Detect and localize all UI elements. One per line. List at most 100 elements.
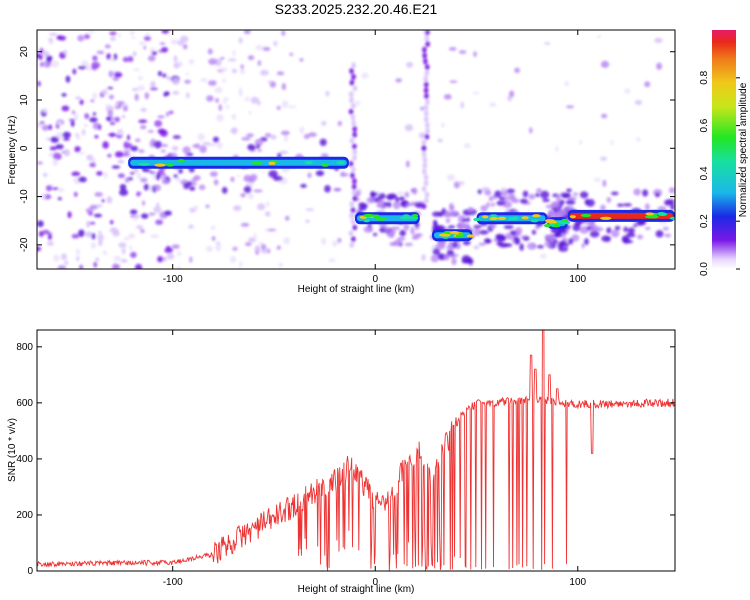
spectrogram-ridge-peak <box>530 219 539 223</box>
spectrogram-burst-blob <box>351 62 357 69</box>
spectrogram-haze-blob <box>333 187 342 192</box>
spectrogram-haze-blob <box>339 172 349 177</box>
colorbar-tick-label: 0.6 <box>699 118 710 132</box>
spectrogram-ridge-peak <box>410 216 419 220</box>
spectrogram-noise-blob <box>564 81 570 87</box>
spectrogram-noise-blob <box>581 243 585 249</box>
spectrogram-haze-blob <box>376 203 385 208</box>
spectrogram-haze-blob <box>528 193 536 200</box>
spectrogram-ridge-peak <box>412 213 419 218</box>
spectrogram-haze-blob <box>515 226 523 235</box>
spectrogram-noise-blob <box>219 67 228 72</box>
spectrogram-noise-blob <box>634 99 643 106</box>
spectrogram-ridge-peak <box>600 216 612 220</box>
spectrogram-noise-blob <box>419 132 425 139</box>
spectrogram-noise-blob <box>94 135 99 139</box>
spectrogram-haze-blob <box>495 233 504 240</box>
spectrogram-haze-blob <box>178 168 183 174</box>
spectrogram-haze-blob <box>254 138 264 147</box>
spectrogram-noise-blob <box>260 69 269 76</box>
spectrogram-noise-blob <box>258 241 264 245</box>
spectrogram-haze-blob <box>572 192 579 196</box>
spectrogram-noise-blob <box>555 145 559 152</box>
spectrogram-noise-blob <box>437 138 443 143</box>
spectrogram-noise-blob <box>265 211 271 217</box>
spectrogram-noise-blob <box>243 30 251 35</box>
spectrogram-noise-blob <box>421 254 426 262</box>
spectrogram-burst-blob <box>352 143 357 150</box>
spectrogram-noise-blob <box>107 133 117 137</box>
spectrogram-noise-blob <box>397 191 405 196</box>
spectrogram-noise-blob <box>361 72 369 79</box>
spectrogram-noise-blob <box>124 177 130 183</box>
spectrogram-noise-blob <box>441 122 445 128</box>
spectrogram-burst-blob <box>423 174 429 181</box>
spectrogram-noise-blob <box>472 91 480 95</box>
spectrogram-noise-blob <box>114 72 123 78</box>
spectrogram-ridge-peak <box>177 159 185 163</box>
spectrogram-noise-blob <box>93 261 98 268</box>
spectrogram-noise-blob <box>48 37 53 42</box>
spectrogram-haze-blob <box>486 202 491 208</box>
spectrogram-noise-blob <box>78 176 87 183</box>
spectrogram-noise-blob <box>138 76 143 81</box>
spectrogram-haze-blob <box>130 145 139 152</box>
spectrogram-burst-blob <box>352 131 358 138</box>
spectrogram-noise-blob <box>136 172 142 180</box>
spectrogram-noise-blob <box>70 120 75 127</box>
spectrogram-noise-blob <box>227 58 237 62</box>
spectrogram-noise-blob <box>257 60 262 66</box>
spectrogram-haze-blob <box>140 177 148 183</box>
spectrogram-noise-blob <box>220 56 225 60</box>
spectrogram-noise-blob <box>129 209 138 215</box>
spectrogram-haze-blob <box>154 184 162 192</box>
spectrogram-noise-blob <box>223 97 229 102</box>
spectrogram-noise-blob <box>460 101 465 109</box>
spectrogram-noise-blob <box>215 241 221 245</box>
spectrogram-haze-blob <box>668 187 675 194</box>
spectrogram-noise-blob <box>98 123 102 131</box>
spectrogram-burst-blob <box>349 201 355 208</box>
spectrogram-ridge-peak <box>372 214 380 218</box>
spectrogram-y-tick-label: -10 <box>19 189 30 204</box>
spectrogram-haze-blob <box>403 223 410 231</box>
snr-x-label: Height of straight line (km) <box>298 584 415 595</box>
spectrogram-noise-blob <box>107 153 112 158</box>
spectrogram-noise-blob <box>188 58 195 65</box>
spectrogram-haze-blob <box>555 212 565 217</box>
spectrogram-noise-blob <box>110 36 116 41</box>
spectrogram-noise-blob <box>121 114 126 119</box>
spectrogram-noise-blob <box>593 177 602 182</box>
spectrogram-noise-blob <box>37 161 43 165</box>
spectrogram-noise-blob <box>75 248 80 256</box>
spectrogram-noise-blob <box>89 204 98 210</box>
spectrogram-noise-blob <box>103 171 108 179</box>
spectrogram-noise-blob <box>92 112 97 116</box>
spectrogram-noise-blob <box>107 109 114 117</box>
spectrogram-noise-blob <box>141 200 146 206</box>
spectrogram-noise-blob <box>91 61 101 69</box>
spectrogram-noise-blob <box>50 136 60 143</box>
spectrogram-noise-blob <box>45 185 53 192</box>
spectrogram-burst-blob <box>422 58 428 65</box>
spectrogram-noise-blob <box>71 171 81 177</box>
spectrogram-haze-blob <box>539 190 550 199</box>
spectrogram-haze-blob <box>490 202 496 207</box>
spectrogram-noise-blob <box>267 80 272 84</box>
spectrogram-burst-blob <box>348 160 354 167</box>
spectrogram-burst-blob <box>421 168 427 175</box>
spectrogram-noise-blob <box>138 119 148 124</box>
spectrogram-noise-blob <box>38 54 44 60</box>
spectrogram-burst-blob <box>425 122 430 129</box>
spectrogram-haze-blob <box>556 194 561 202</box>
spectrogram-noise-blob <box>395 78 402 83</box>
spectrogram-noise-blob <box>281 82 286 91</box>
spectrogram-haze-blob <box>503 225 514 230</box>
spectrogram-noise-blob <box>123 141 129 149</box>
spectrogram-noise-blob <box>76 255 80 262</box>
spectrogram-haze-blob <box>392 201 401 210</box>
spectrogram-noise-blob <box>150 80 156 88</box>
spectrogram-burst-blob <box>424 69 430 76</box>
spectrogram-burst-blob <box>422 52 428 59</box>
spectrogram-noise-blob <box>233 205 242 212</box>
